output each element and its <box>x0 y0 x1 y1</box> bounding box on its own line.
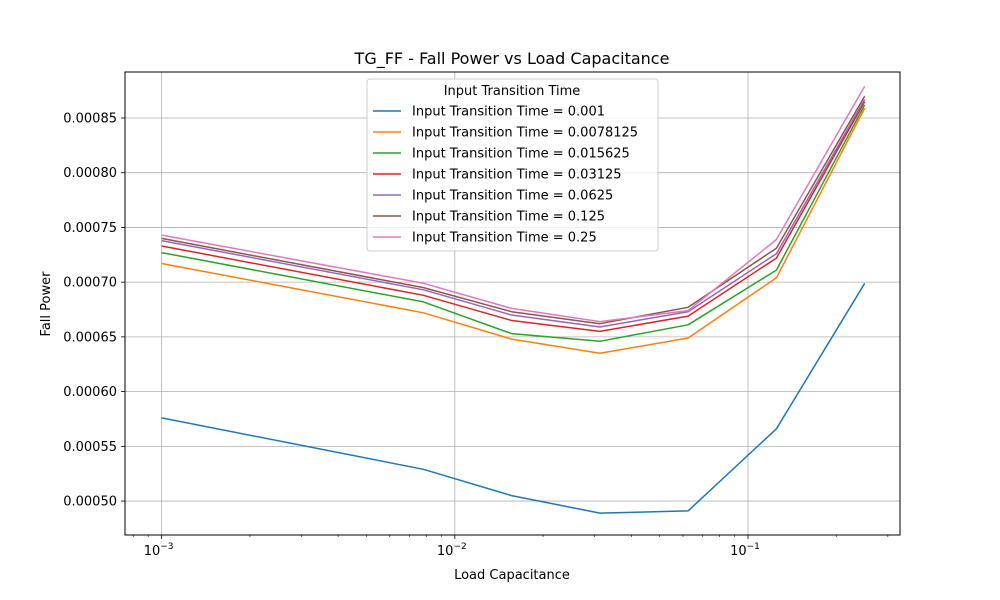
legend-title: Input Transition Time <box>444 84 581 99</box>
plot-frame <box>124 71 901 536</box>
series-line-6 <box>161 85 866 323</box>
x-tick-exponent: −3 <box>160 542 173 552</box>
series-layer <box>161 85 866 514</box>
series-line-5 <box>161 95 866 325</box>
legend-label: Input Transition Time = 0.0078125 <box>412 126 638 141</box>
legend-label: Input Transition Time = 0.015625 <box>412 147 630 162</box>
series-line-1 <box>161 107 866 355</box>
legend-label: Input Transition Time = 0.001 <box>412 105 605 120</box>
x-tick-label: 10−2 <box>437 542 467 559</box>
y-tick-label: 0.00050 <box>63 495 117 510</box>
y-tick-label: 0.00080 <box>63 166 117 181</box>
x-tick-label: 10−3 <box>144 542 174 559</box>
y-tick-label: 0.00065 <box>63 330 117 345</box>
y-tick-label: 0.00085 <box>63 111 117 126</box>
legend: Input Transition Time Input Transition T… <box>366 78 659 252</box>
y-axis-title: Fall Power <box>39 271 54 337</box>
x-tick-exponent: −2 <box>453 542 466 552</box>
y-tick-label: 0.00075 <box>63 221 117 236</box>
series-line-2 <box>161 104 866 343</box>
legend-label: Input Transition Time = 0.25 <box>412 231 597 246</box>
legend-box <box>366 78 659 252</box>
series-line-0 <box>161 282 866 514</box>
x-axis-title: Load Capacitance <box>454 568 570 583</box>
x-tick-exponent: −1 <box>747 542 760 552</box>
y-tick-label: 0.00060 <box>63 385 117 400</box>
legend-label: Input Transition Time = 0.0625 <box>412 189 613 204</box>
x-tick-label: 10−1 <box>730 542 760 559</box>
legend-entries: Input Transition Time = 0.001 Input Trans… <box>373 105 638 246</box>
series-line-4 <box>161 99 866 328</box>
y-tick-label: 0.00070 <box>63 276 117 291</box>
legend-label: Input Transition Time = 0.03125 <box>412 168 622 183</box>
chart-title: TG_FF - Fall Power vs Load Capacitance <box>354 49 670 69</box>
y-tick-label: 0.00055 <box>63 440 117 455</box>
legend-label: Input Transition Time = 0.125 <box>412 210 605 225</box>
series-line-3 <box>161 101 866 333</box>
